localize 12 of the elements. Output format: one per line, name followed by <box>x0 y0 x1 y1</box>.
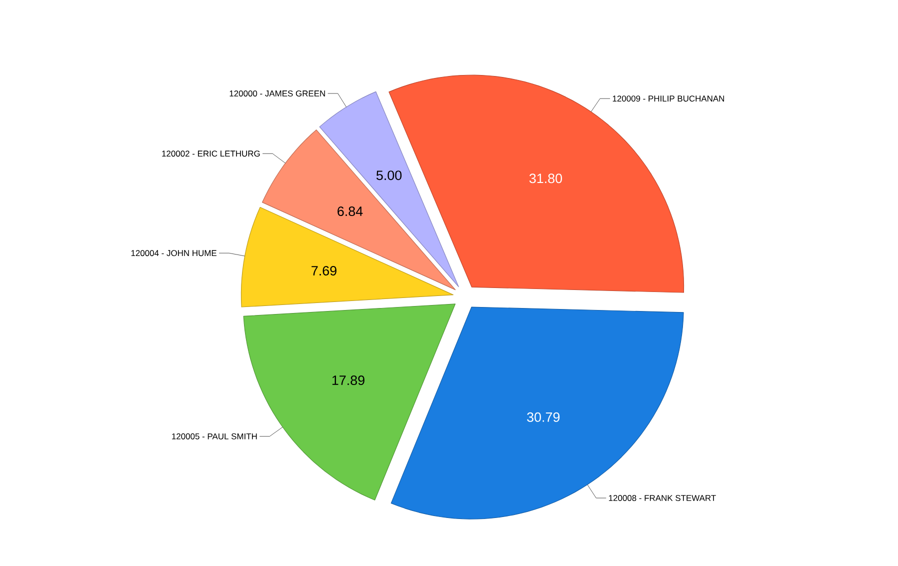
data-label: 7.69 <box>312 266 336 276</box>
slice-label: 120000 - JAMES GREEN <box>230 90 325 96</box>
slice-label: 120004 - JOHN HUME <box>131 250 216 256</box>
data-label: 17.89 <box>332 376 364 386</box>
slice-label: 120005 - PAUL SMITH <box>172 433 257 440</box>
data-label: 5.00 <box>376 170 402 180</box>
data-label: 30.79 <box>527 412 560 422</box>
data-label: 6.84 <box>338 206 363 216</box>
data-label: 31.80 <box>529 174 562 184</box>
slice-label: 120008 - FRANK STEWART <box>608 495 716 502</box>
slice-label: 120009 - PHILIP BUCHANAN <box>612 96 724 102</box>
slice-label: 120002 - ERIC LETHURG <box>162 150 260 157</box>
